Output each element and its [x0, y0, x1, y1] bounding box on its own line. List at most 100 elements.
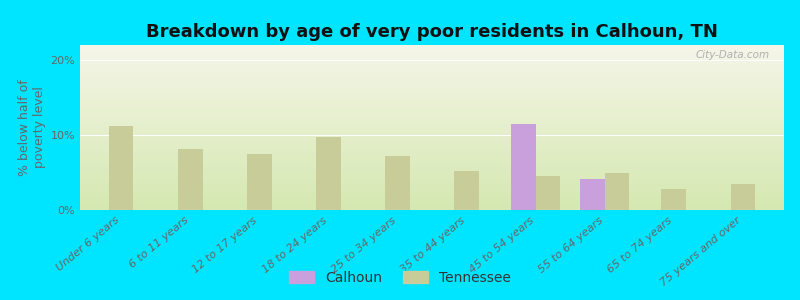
Bar [80, 45, 784, 46]
Bar [178, 148, 202, 210]
Bar [80, 98, 784, 99]
Bar [80, 188, 784, 190]
Bar [80, 131, 784, 132]
Bar [80, 175, 784, 177]
Bar [80, 103, 784, 104]
Bar [316, 137, 341, 210]
Bar [80, 162, 784, 164]
Bar [80, 46, 784, 48]
Bar [80, 85, 784, 86]
Bar [80, 93, 784, 94]
Bar [80, 185, 784, 187]
Bar [247, 154, 271, 210]
Bar [80, 101, 784, 103]
Bar [80, 126, 784, 128]
Bar [80, 174, 784, 175]
Bar [80, 152, 784, 154]
Bar [80, 80, 784, 81]
Bar [80, 128, 784, 129]
Bar [386, 156, 410, 210]
Bar [80, 65, 784, 66]
Bar [80, 78, 784, 80]
Bar [454, 171, 478, 210]
Bar [80, 112, 784, 114]
Bar [80, 139, 784, 141]
Bar [80, 124, 784, 126]
Bar [80, 63, 784, 65]
Bar [80, 66, 784, 68]
Bar [80, 76, 784, 78]
Bar [535, 176, 560, 210]
Bar [80, 58, 784, 60]
Bar [80, 71, 784, 73]
Bar [80, 142, 784, 144]
Bar [80, 151, 784, 152]
Bar [80, 121, 784, 122]
Bar [80, 55, 784, 56]
Bar [80, 207, 784, 208]
Bar [80, 197, 784, 199]
Bar [80, 48, 784, 50]
Bar [80, 116, 784, 118]
Bar [80, 136, 784, 137]
Bar [80, 202, 784, 203]
Bar [80, 88, 784, 89]
Bar [80, 208, 784, 210]
Bar [80, 119, 784, 121]
Bar [80, 190, 784, 192]
Bar [80, 141, 784, 142]
Bar [80, 73, 784, 75]
Bar [80, 203, 784, 205]
Bar [80, 70, 784, 71]
Legend: Calhoun, Tennessee: Calhoun, Tennessee [283, 265, 517, 290]
Bar [580, 178, 605, 210]
Bar [80, 91, 784, 93]
Bar [80, 164, 784, 165]
Bar [80, 111, 784, 112]
Bar [110, 126, 134, 210]
Bar [80, 114, 784, 116]
Title: Breakdown by age of very poor residents in Calhoun, TN: Breakdown by age of very poor residents … [146, 23, 718, 41]
Bar [80, 192, 784, 194]
Bar [80, 61, 784, 63]
Text: City-Data.com: City-Data.com [696, 50, 770, 60]
Bar [730, 184, 754, 210]
Bar [80, 132, 784, 134]
Bar [80, 129, 784, 131]
Bar [80, 122, 784, 124]
Bar [80, 75, 784, 76]
Bar [80, 104, 784, 106]
Bar [80, 108, 784, 109]
Bar [80, 169, 784, 170]
Bar [80, 83, 784, 85]
Bar [80, 137, 784, 139]
Bar [80, 180, 784, 182]
Y-axis label: % below half of
poverty level: % below half of poverty level [18, 79, 46, 176]
Bar [80, 52, 784, 53]
Bar [80, 157, 784, 159]
Bar [80, 81, 784, 83]
Bar [80, 50, 784, 52]
Bar [80, 167, 784, 169]
Bar [80, 60, 784, 61]
Bar [80, 154, 784, 155]
Bar [80, 177, 784, 178]
Bar [80, 68, 784, 70]
Bar [80, 205, 784, 207]
Bar [80, 170, 784, 172]
Bar [80, 146, 784, 147]
Bar [80, 184, 784, 185]
Bar [80, 178, 784, 180]
Bar [80, 160, 784, 162]
Bar [80, 144, 784, 146]
Bar [511, 124, 535, 210]
Bar [80, 89, 784, 91]
Bar [80, 187, 784, 188]
Bar [80, 147, 784, 149]
Bar [80, 194, 784, 195]
Bar [80, 118, 784, 119]
Bar [605, 172, 629, 210]
Bar [80, 94, 784, 96]
Bar [80, 56, 784, 58]
Bar [80, 200, 784, 202]
